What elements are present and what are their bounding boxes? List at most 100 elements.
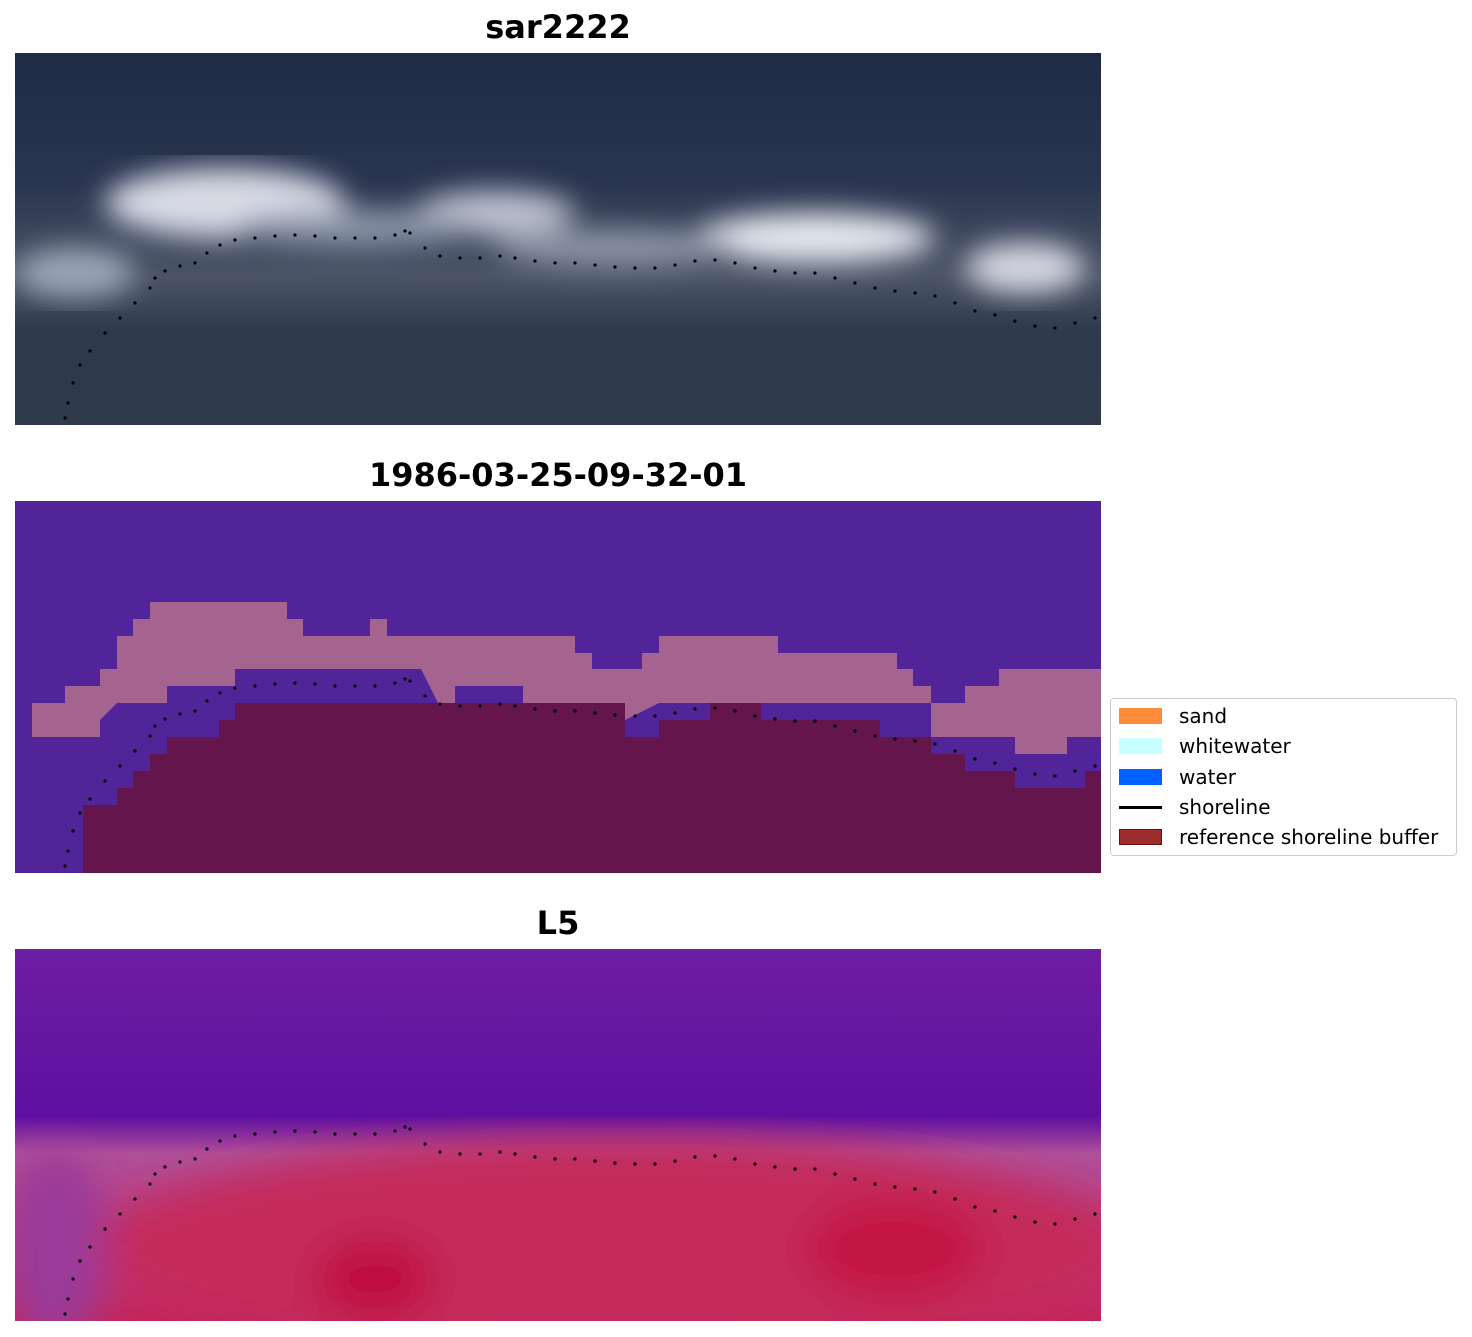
reference-buffer-swatch <box>1119 829 1162 845</box>
shoreline-point <box>153 724 157 728</box>
shoreline-point <box>438 702 442 706</box>
shoreline-point <box>753 1162 757 1166</box>
shoreline-point <box>813 719 817 723</box>
shoreline-point <box>438 1150 442 1154</box>
shoreline-point <box>253 236 257 240</box>
shoreline-point <box>653 1162 657 1166</box>
shoreline-point <box>438 254 442 258</box>
shoreline-point <box>498 254 502 258</box>
shoreline-point <box>293 1129 297 1133</box>
shoreline-point <box>893 1185 897 1189</box>
legend-label: reference shoreline buffer <box>1179 825 1439 849</box>
shoreline-point <box>553 709 557 713</box>
shoreline-point <box>973 1205 977 1209</box>
shoreline-point <box>673 711 677 715</box>
shoreline-point <box>148 1182 152 1186</box>
shoreline-point <box>693 259 697 263</box>
shoreline-point <box>893 289 897 293</box>
shoreline-point <box>793 271 797 275</box>
shoreline-point <box>633 266 637 270</box>
shoreline-point <box>1073 769 1077 773</box>
shoreline-point <box>873 1182 877 1186</box>
shoreline-point <box>408 231 412 235</box>
legend-label: sand <box>1179 704 1228 728</box>
shoreline-point <box>773 269 777 273</box>
sand-swatch <box>1119 708 1162 724</box>
shoreline-point <box>833 276 837 280</box>
shoreline-line-swatch <box>1119 805 1162 809</box>
shoreline-point <box>313 682 317 686</box>
shoreline-point <box>1013 1215 1017 1219</box>
shoreline-point <box>893 737 897 741</box>
shoreline-point <box>218 691 222 695</box>
reference-shoreline-buffer-area <box>83 703 1101 873</box>
legend-label: water <box>1179 765 1236 789</box>
shoreline-point <box>813 271 817 275</box>
shoreline-point <box>66 1297 70 1301</box>
panel-2-classified-image <box>15 501 1101 873</box>
shoreline-point <box>333 236 337 240</box>
shoreline-point <box>1093 764 1097 768</box>
shoreline-point <box>423 246 427 250</box>
shoreline-point <box>753 714 757 718</box>
shoreline-point <box>553 1157 557 1161</box>
shoreline-point <box>78 1259 82 1263</box>
shoreline-point <box>133 301 137 305</box>
shoreline-point <box>273 682 277 686</box>
shoreline-point <box>613 713 617 717</box>
shoreline-point <box>1033 324 1037 328</box>
shoreline-point <box>733 1157 737 1161</box>
shoreline-point <box>913 739 917 743</box>
shoreline-point <box>673 263 677 267</box>
shoreline-point <box>205 699 209 703</box>
shoreline-point <box>713 258 717 262</box>
shoreline-point <box>1093 1212 1097 1216</box>
shoreline-point <box>403 677 407 681</box>
shoreline-point <box>423 1142 427 1146</box>
shoreline-point <box>233 686 237 690</box>
sand-class-area <box>32 602 1101 754</box>
shoreline-point <box>953 301 957 305</box>
shoreline-point <box>218 1139 222 1143</box>
legend-item-whitewater: whitewater <box>1119 734 1291 758</box>
shoreline-point <box>733 709 737 713</box>
shoreline-point <box>773 717 777 721</box>
shoreline-point <box>78 811 82 815</box>
panel-1-sar-image <box>15 53 1101 425</box>
shoreline-point <box>933 294 937 298</box>
shoreline-point <box>63 864 67 868</box>
shoreline-point <box>88 797 92 801</box>
shoreline-point <box>205 251 209 255</box>
land-area <box>15 1139 1101 1321</box>
shoreline-points <box>63 1125 1097 1316</box>
shoreline-point <box>553 261 557 265</box>
shoreline-point <box>933 742 937 746</box>
shoreline-point <box>1053 1222 1057 1226</box>
shoreline-point <box>66 849 70 853</box>
shoreline-point <box>793 1167 797 1171</box>
shoreline-point <box>478 704 482 708</box>
shoreline-point <box>373 684 377 688</box>
shoreline-point <box>973 309 977 313</box>
bright-surf-band <box>15 168 1085 298</box>
shoreline-point <box>793 719 797 723</box>
shoreline-point <box>205 1147 209 1151</box>
whitewater-swatch <box>1119 738 1162 754</box>
shoreline-point <box>458 256 462 260</box>
shoreline-point <box>393 681 397 685</box>
shoreline-point <box>253 684 257 688</box>
shoreline-point <box>78 363 82 367</box>
shoreline-point <box>1093 316 1097 320</box>
shoreline-point <box>713 706 717 710</box>
legend-label: whitewater <box>1179 734 1291 758</box>
shoreline-point <box>513 704 517 708</box>
shoreline-point <box>63 416 67 420</box>
shoreline-point <box>633 1162 637 1166</box>
shoreline-point <box>393 1129 397 1133</box>
shoreline-point <box>373 1132 377 1136</box>
shoreline-point <box>813 1167 817 1171</box>
shoreline-point <box>593 711 597 715</box>
shoreline-point <box>993 1209 997 1213</box>
shoreline-point <box>633 714 637 718</box>
shoreline-point <box>403 229 407 233</box>
